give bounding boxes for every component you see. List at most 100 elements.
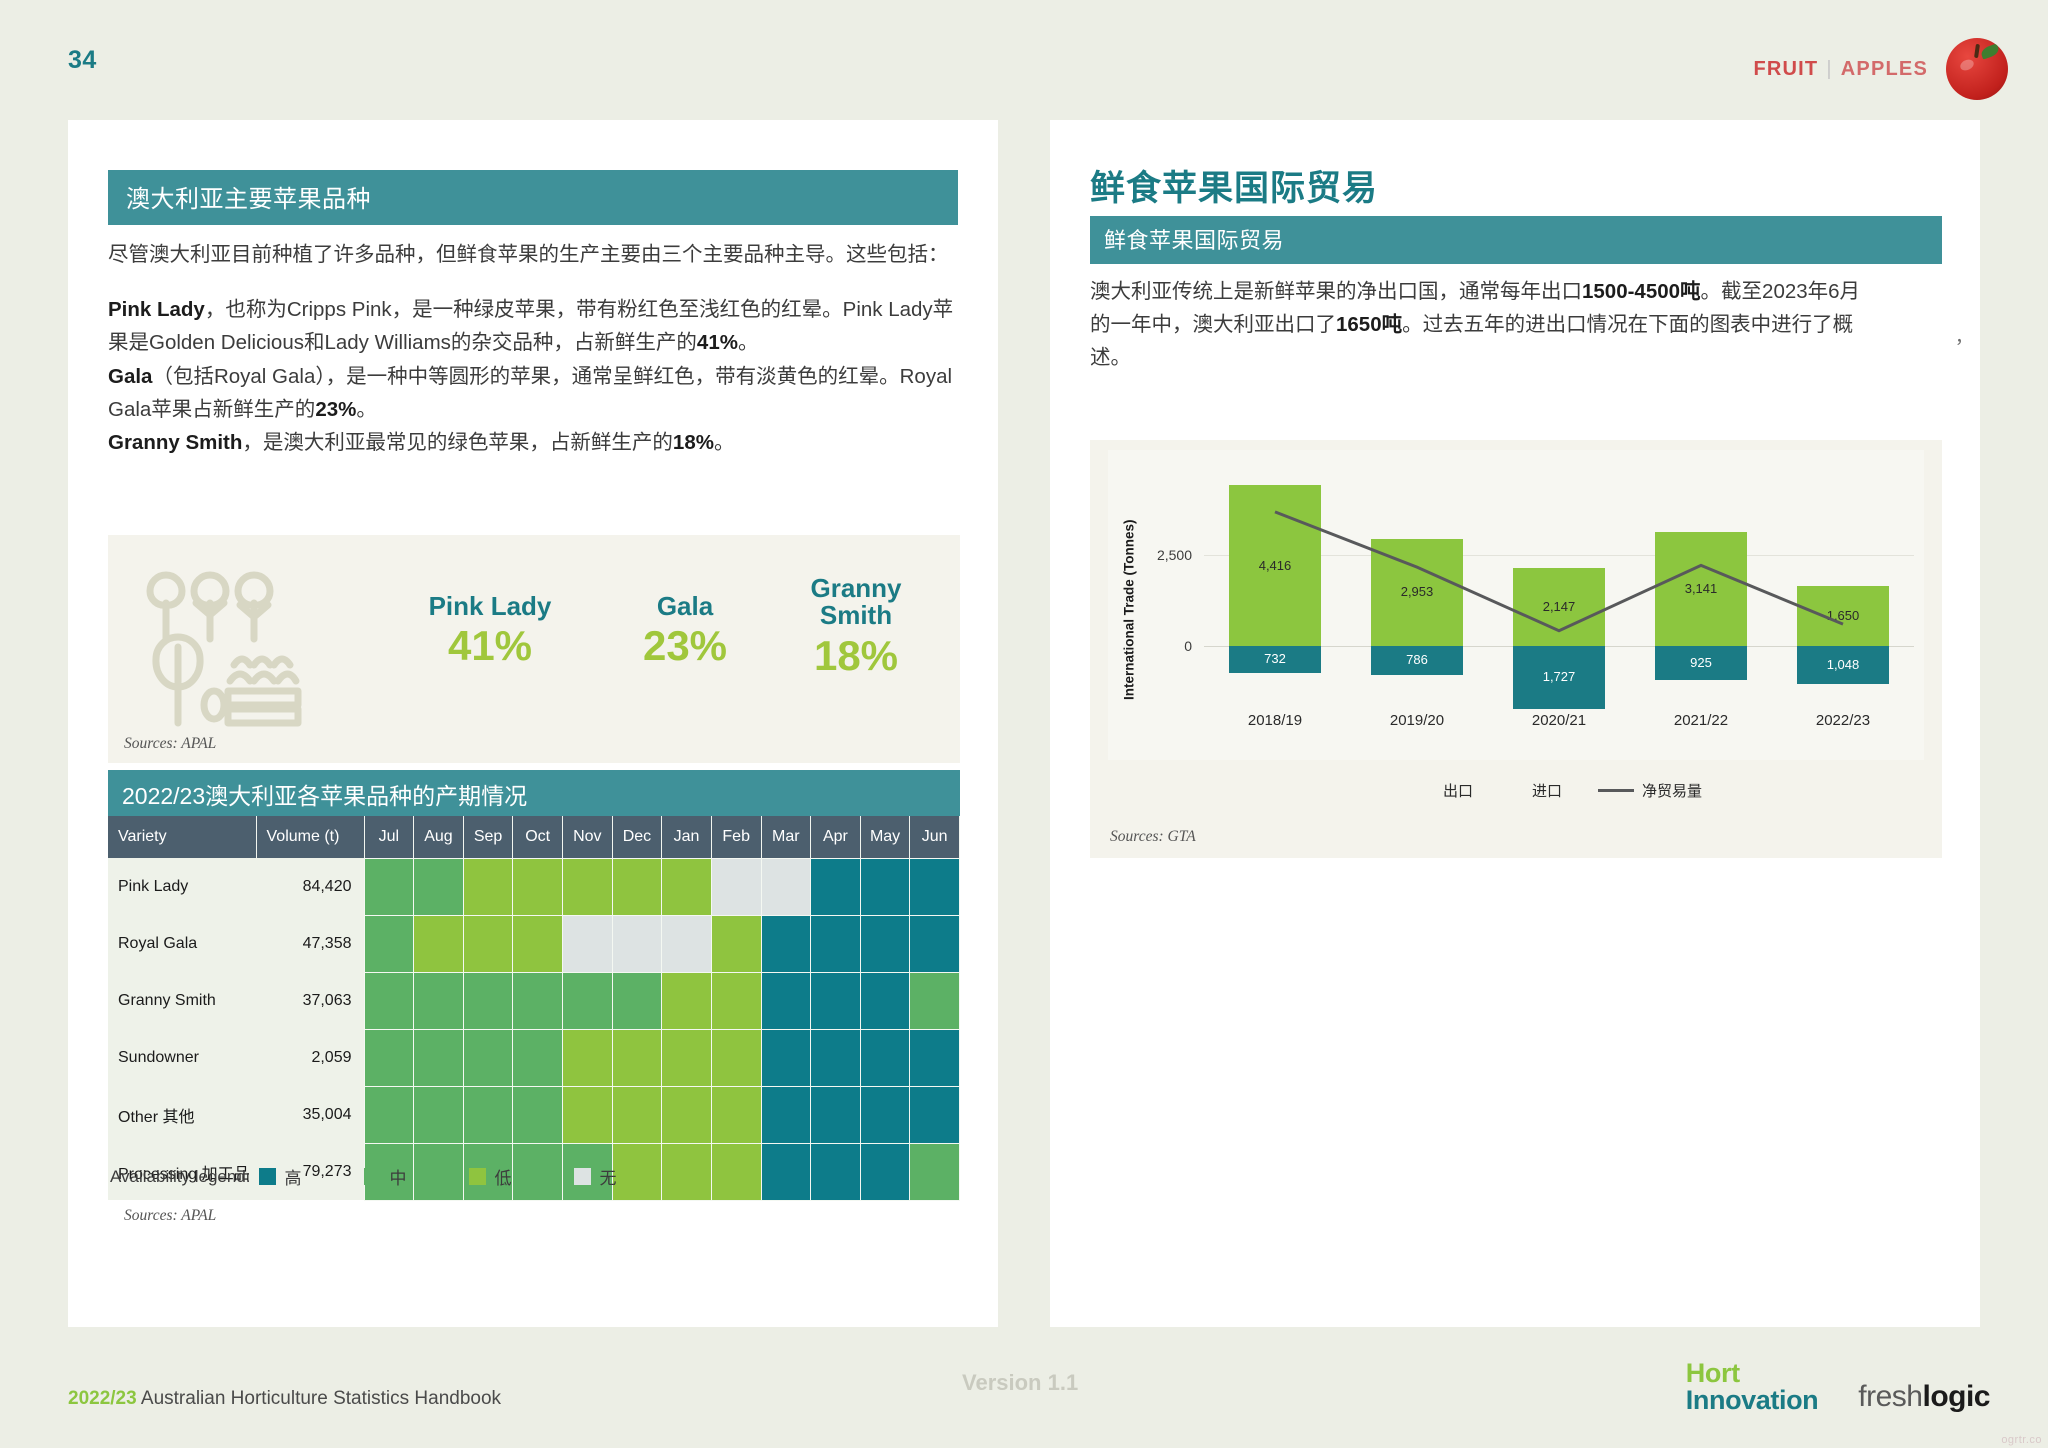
cell-month-dec bbox=[611, 1142, 663, 1201]
variety-text-pink-lady-2: 。 bbox=[737, 331, 759, 355]
cell-month-sep bbox=[462, 1085, 514, 1144]
legend-text: 低 bbox=[494, 1169, 512, 1188]
cell-month-apr bbox=[810, 971, 861, 1030]
cell-month-apr bbox=[810, 857, 861, 916]
cell-variety: Processing 加工品 bbox=[108, 1143, 256, 1200]
cell-month-nov bbox=[562, 857, 613, 916]
freshlogic-part1: fresh bbox=[1858, 1380, 1923, 1413]
col-header-jun: Jun bbox=[909, 816, 960, 858]
availability-table-band: 2022/23澳大利亚各苹果品种的产期情况 bbox=[108, 770, 960, 820]
header-breadcrumb: FRUIT | APPLES bbox=[1753, 38, 2008, 100]
bar-label-export-2018-19: 4,416 bbox=[1258, 557, 1292, 573]
trade-text-1: 澳大利亚传统上是新鲜苹果的净出口国，通常每年出口 bbox=[1090, 280, 1582, 303]
cell-month-nov bbox=[562, 1028, 613, 1087]
variety-gala: Gala（包括Royal Gala），是一种中等圆形的苹果，通常呈鲜红色，带有淡… bbox=[108, 360, 960, 426]
cell-month-aug bbox=[413, 914, 464, 973]
legend-swatch bbox=[363, 1168, 381, 1185]
bar-label-export-2022-23: 1,650 bbox=[1826, 607, 1860, 623]
cell-month-apr bbox=[810, 914, 861, 973]
cell-month-oct bbox=[512, 1142, 563, 1201]
cell-month-jul bbox=[363, 1085, 415, 1144]
table-row: Sundowner 2,059 bbox=[108, 1028, 960, 1087]
legend-label: Availability legend: bbox=[110, 1166, 251, 1186]
cell-volume: 84,420 bbox=[256, 858, 364, 915]
col-header-sep: Sep bbox=[463, 816, 514, 858]
cell-month-jul bbox=[363, 1028, 415, 1087]
x-tick-2022-23: 2022/23 bbox=[1815, 712, 1871, 729]
breadcrumb-separator: | bbox=[1826, 57, 1833, 80]
legend-text: 高 bbox=[284, 1169, 302, 1188]
table-row: Processing 加工品 79,273 bbox=[108, 1142, 960, 1201]
availability-table-header: Variety Volume (t) Jul Aug Sep Oct Nov Dec Jan Fe… bbox=[108, 816, 960, 858]
table-row: Other 其他 35,004 bbox=[108, 1085, 960, 1144]
variety-text-gala-2: 。 bbox=[356, 397, 377, 421]
cell-month-jan bbox=[661, 857, 712, 916]
stat-pink-lady: Pink Lady 41% bbox=[390, 591, 590, 670]
left-body-text: 尽管澳大利亚目前种植了许多品种，但鲜食苹果的生产主要由三个主要品种主导。这些包括… bbox=[108, 238, 960, 459]
cell-month-aug bbox=[413, 857, 464, 916]
cell-month-may bbox=[859, 971, 911, 1030]
stat-percent-granny-smith: 18% bbox=[813, 631, 899, 679]
cell-month-may bbox=[859, 1028, 911, 1087]
legend-swatch-import bbox=[1509, 783, 1524, 798]
cell-month-feb bbox=[710, 857, 762, 916]
stray-punctuation: ， bbox=[1955, 327, 1973, 347]
breadcrumb-fruit: FRUIT bbox=[1753, 57, 1819, 80]
international-trade-chart: International Trade (Tonnes) 2,500 0 4,4… bbox=[1090, 440, 1942, 858]
stat-name-pink-lady: Pink Lady bbox=[428, 591, 552, 621]
bar-label-import-2021-22: 925 bbox=[1690, 654, 1712, 670]
cell-month-sep bbox=[462, 1028, 514, 1087]
cell-month-may bbox=[859, 1085, 911, 1144]
cell-month-jul bbox=[363, 857, 415, 916]
cell-month-apr bbox=[810, 1142, 861, 1201]
x-tick-2021-22: 2021/22 bbox=[1673, 712, 1729, 729]
bar-label-import-2022-23: 1,048 bbox=[1826, 657, 1860, 673]
chart-source: Sources: GTA bbox=[1110, 828, 1196, 845]
variety-text-pink-lady-1: ，也称为Cripps Pink，是一种绿皮苹果，带有粉红色至浅红色的红晕。Pin… bbox=[108, 298, 954, 355]
bar-import-2018-19 bbox=[1229, 646, 1321, 673]
cell-variety: Pink Lady bbox=[108, 858, 256, 915]
bar-label-import-2020-21: 1,727 bbox=[1542, 669, 1576, 685]
right-page: 鲜食苹果国际贸易 鲜食苹果国际贸易 澳大利亚传统上是新鲜苹果的净出口国，通常每年… bbox=[1050, 120, 1980, 1327]
bar-import-2022-23 bbox=[1797, 646, 1889, 685]
footer-logos: Hort Innovation freshlogic bbox=[1686, 1360, 1991, 1414]
chart-x-axis: 2018/19 2019/20 2020/21 2021/22 2022/23 bbox=[1204, 712, 1914, 742]
bar-label-export-2019-20: 2,953 bbox=[1400, 584, 1434, 600]
cell-month-feb bbox=[710, 1085, 762, 1144]
cell-month-dec bbox=[611, 914, 663, 973]
legend-text: 中 bbox=[389, 1169, 407, 1188]
trade-value-current: 1650吨 bbox=[1336, 313, 1403, 337]
stat-percent-pink-lady: 41% bbox=[447, 622, 533, 670]
breadcrumb: FRUIT | APPLES bbox=[1753, 58, 1928, 81]
variety-text-granny-1: ，是澳大利亚最常见的绿色苹果，占新鲜生产的 bbox=[242, 431, 673, 455]
bar-import-2020-21 bbox=[1513, 646, 1605, 709]
cell-month-sep bbox=[462, 857, 514, 916]
legend-text: 无 bbox=[599, 1169, 617, 1188]
cell-month-dec bbox=[611, 1085, 663, 1144]
cell-month-jan bbox=[661, 971, 712, 1030]
cell-month-mar bbox=[760, 914, 812, 973]
col-header-may: May bbox=[860, 816, 911, 858]
cell-variety: Royal Gala bbox=[108, 915, 256, 972]
cell-month-nov bbox=[562, 971, 613, 1030]
cell-month-dec bbox=[611, 1028, 663, 1087]
legend-item-import: 进口 bbox=[1509, 780, 1562, 801]
freshlogic-logo: freshlogic bbox=[1858, 1380, 1990, 1414]
cell-month-apr bbox=[810, 1028, 861, 1087]
cell-month-apr bbox=[810, 1085, 861, 1144]
cell-month-aug bbox=[413, 1142, 464, 1201]
bar-label-export-2021-22: 3,141 bbox=[1684, 580, 1718, 596]
footer-title: Australian Horticulture Statistics Handb… bbox=[136, 1388, 502, 1409]
cell-month-mar bbox=[760, 857, 812, 916]
footer-handbook-title: 2022/23 Australian Horticulture Statisti… bbox=[68, 1388, 501, 1410]
legend-swatch-export bbox=[1420, 783, 1435, 798]
left-page: 澳大利亚主要苹果品种 尽管澳大利亚目前种植了许多品种，但鲜食苹果的生产主要由三个… bbox=[68, 120, 998, 1327]
col-header-oct: Oct bbox=[512, 816, 563, 858]
col-header-variety: Variety bbox=[108, 816, 257, 858]
x-tick-2020-21: 2020/21 bbox=[1531, 712, 1587, 729]
cell-month-mar bbox=[760, 1028, 812, 1087]
table-row: Granny Smith 37,063 bbox=[108, 971, 960, 1030]
cell-month-feb bbox=[710, 1028, 762, 1087]
variety-value-gala: 23% bbox=[315, 397, 357, 421]
legend-item: 无 bbox=[573, 1164, 617, 1189]
